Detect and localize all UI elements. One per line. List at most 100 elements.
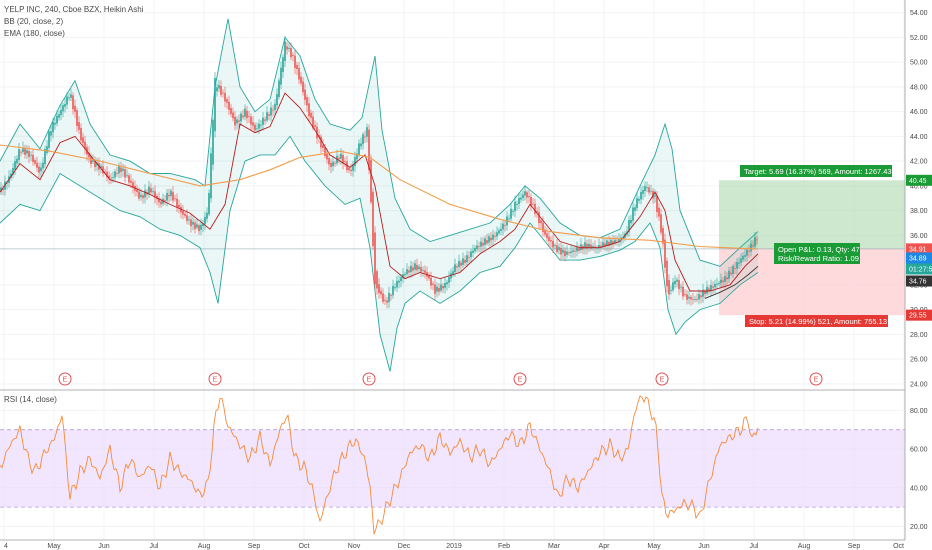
price-axis-tag	[906, 309, 932, 321]
candle-body	[102, 166, 104, 174]
candle-body	[44, 149, 46, 165]
candle-body	[232, 112, 234, 119]
candle-body	[108, 175, 110, 179]
candle-body	[728, 270, 730, 279]
price-tick-label: 54.00	[910, 10, 928, 17]
candle-body	[36, 162, 38, 168]
legend-ema[interactable]: EMA (180, close)	[4, 29, 65, 38]
candle-body	[322, 144, 324, 148]
legend-symbol[interactable]: YELP INC, 240, Cboe BZX, Heikin Ashi	[4, 5, 144, 14]
candle-body	[264, 119, 266, 121]
stop-label-box	[745, 315, 888, 327]
candle-body	[200, 224, 202, 230]
candle-body	[188, 219, 190, 221]
candle-body	[28, 151, 30, 157]
time-tick-label: Jul	[150, 543, 159, 550]
candle-body	[748, 251, 750, 252]
rsi-tick-label: 60.00	[910, 447, 928, 454]
time-tick-label: Aug	[198, 543, 211, 550]
candle-body	[692, 298, 694, 300]
candle-body	[396, 280, 398, 288]
rsi-line	[0, 395, 759, 535]
candle-body	[412, 267, 414, 271]
legend-bb[interactable]: BB (20, close, 2)	[4, 17, 63, 26]
candle-body	[72, 95, 74, 110]
candle-body	[356, 153, 358, 160]
open-pnl-text: Open P&L: 0.13, Qty: 47	[778, 245, 860, 254]
candle-body	[702, 289, 704, 297]
candle-body	[292, 55, 294, 56]
candle-body	[340, 153, 342, 159]
candle-body	[124, 169, 126, 178]
candle-body	[738, 262, 740, 264]
candle-body	[24, 148, 26, 155]
price-axis-tag-label: 34.89	[909, 256, 927, 263]
candle-body	[706, 286, 708, 294]
legend-rsi[interactable]: RSI (14, close)	[4, 395, 57, 404]
bb-lower-line	[0, 135, 759, 372]
candle-body	[14, 161, 16, 170]
candle-body	[364, 136, 366, 138]
candle-body	[466, 255, 468, 263]
price-tick-label: 48.00	[910, 84, 928, 91]
candle-body	[348, 167, 350, 171]
candle-body	[154, 191, 156, 198]
candle-body	[316, 126, 318, 139]
candle-body	[18, 149, 20, 160]
candle-body	[718, 283, 720, 284]
candle-body	[260, 124, 262, 126]
candle-body	[248, 116, 250, 117]
candle-body	[216, 87, 218, 92]
candle-body	[302, 81, 304, 93]
candle-body	[204, 216, 206, 225]
candle-body	[210, 153, 212, 199]
candle-body	[454, 264, 456, 273]
bb-upper-line	[0, 18, 759, 267]
candle-body	[382, 293, 384, 302]
candle-body	[734, 268, 736, 269]
candle-body	[516, 204, 518, 205]
price-tags: 40.45 34.91 34.89 01:27:52 34.76 29.55	[906, 174, 932, 321]
candle-body	[186, 215, 188, 221]
candle-body	[604, 243, 606, 247]
candle-body	[358, 143, 360, 155]
rsi-tick-label: 20.00	[910, 524, 928, 531]
candle-body	[480, 241, 482, 247]
candle-body	[122, 168, 124, 171]
candle-body	[730, 272, 732, 275]
candle-body	[672, 282, 674, 291]
candle-body	[628, 220, 630, 233]
candle-body	[218, 85, 220, 89]
candle-body	[50, 131, 52, 136]
rsi-pane	[0, 395, 905, 535]
candle-body	[462, 258, 464, 265]
candle-body	[140, 194, 142, 197]
candle-body	[120, 167, 122, 172]
candle-body	[512, 211, 514, 212]
price-axis-tag-label: 29.55	[909, 313, 927, 320]
candle-body	[700, 295, 702, 298]
price-axis-tag-label: 40.45	[909, 178, 927, 185]
candle-body	[142, 195, 144, 199]
candle-body	[422, 270, 424, 271]
candle-body	[682, 286, 684, 297]
candle-body	[616, 240, 618, 242]
candle-body	[106, 171, 108, 177]
candle-body	[208, 193, 210, 215]
candle-body	[494, 235, 496, 237]
price-axis-tag-label: 01:27:52	[909, 267, 932, 274]
candle-body	[250, 116, 252, 125]
candle-body	[654, 195, 656, 197]
candle-body	[116, 173, 118, 174]
candle-body	[592, 246, 594, 248]
candle-body	[38, 166, 40, 173]
candle-body	[90, 156, 92, 164]
candle-body	[166, 192, 168, 201]
price-axis-tag	[906, 275, 932, 287]
candle-body	[354, 157, 356, 166]
candle-body	[352, 164, 354, 171]
candle-body	[74, 105, 76, 112]
candle-body	[568, 252, 570, 254]
candle-body	[756, 239, 758, 241]
